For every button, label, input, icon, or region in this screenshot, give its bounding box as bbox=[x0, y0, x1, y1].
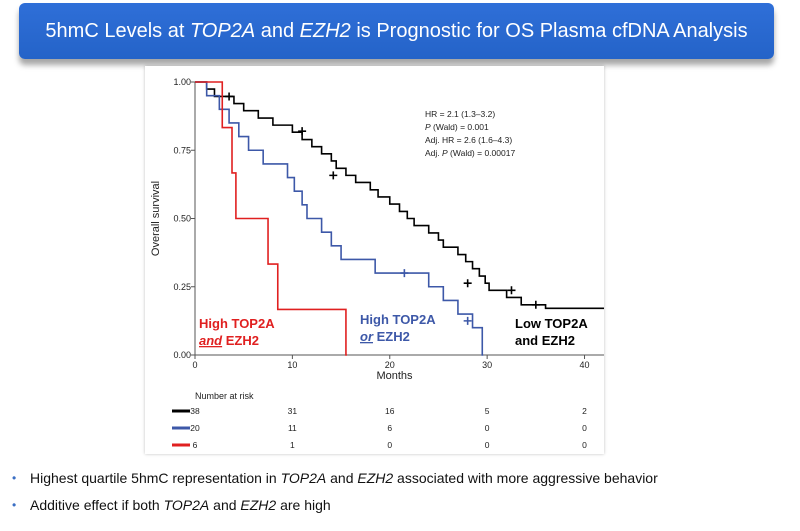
label-red-group-line-1: High TOP2A bbox=[199, 316, 275, 331]
risk-count: 6 bbox=[193, 440, 198, 450]
stat-line-2: P (Wald) = 0.001 bbox=[425, 122, 489, 132]
risk-count: 11 bbox=[288, 423, 297, 433]
stat-value: = 2.1 (1.3–3.2) bbox=[437, 109, 495, 119]
stat-value: = 2.6 (1.6–4.3) bbox=[454, 135, 512, 145]
risk-table-title: Number at risk bbox=[195, 391, 254, 401]
label-blue-group-line-2: or EZH2 bbox=[360, 329, 410, 344]
bullet-1-part-2: TOP2A bbox=[280, 470, 327, 486]
censor-mark bbox=[298, 127, 307, 136]
risk-count: 5 bbox=[485, 406, 490, 416]
risk-count: 0 bbox=[485, 423, 490, 433]
stat-value: (Wald) = 0.001 bbox=[431, 122, 489, 132]
label-blue-group-emphasis: or bbox=[360, 329, 374, 344]
title-gene-ezh2: EZH2 bbox=[299, 20, 351, 42]
bullet-1-part-5: associated with more aggressive behavior bbox=[393, 470, 658, 486]
title-gene-top2a: TOP2A bbox=[189, 20, 256, 42]
censor-mark bbox=[531, 300, 540, 309]
bullet-2-part-1: Additive effect if both bbox=[30, 497, 164, 513]
x-tick-label: 40 bbox=[580, 360, 590, 370]
bullet-2-part-2: TOP2A bbox=[163, 497, 210, 513]
stat-label: P bbox=[442, 148, 448, 158]
stat-line-3: Adj. HR = 2.6 (1.6–4.3) bbox=[425, 135, 512, 145]
bullet-1-part-4: EZH2 bbox=[357, 470, 394, 486]
title-part-1: 5hmC Levels at bbox=[45, 20, 190, 42]
bullet-list: Highest quartile 5hmC representation in … bbox=[12, 468, 792, 522]
risk-count: 2 bbox=[582, 406, 587, 416]
stat-line-1: HR = 2.1 (1.3–3.2) bbox=[425, 109, 495, 119]
y-tick-label: 0.75 bbox=[173, 145, 191, 155]
label-blue-group-line-1: High TOP2A bbox=[360, 312, 436, 327]
x-tick-label: 20 bbox=[385, 360, 395, 370]
y-tick-label: 0.25 bbox=[173, 282, 191, 292]
km-curve-1 bbox=[195, 81, 604, 310]
x-axis-title: Months bbox=[376, 370, 413, 382]
label-red-group-line-2: and EZH2 bbox=[199, 333, 259, 348]
y-tick-label: 0.50 bbox=[173, 214, 191, 224]
label-blue-group-rest: EZH2 bbox=[373, 329, 410, 344]
y-tick-label: 1.00 bbox=[173, 77, 191, 87]
censor-mark bbox=[507, 286, 516, 295]
risk-count: 1 bbox=[290, 440, 295, 450]
x-tick-label: 10 bbox=[287, 360, 297, 370]
slide-title: 5hmC Levels at TOP2A and EZH2 is Prognos… bbox=[19, 3, 774, 59]
bullet-1-part-1: Highest quartile 5hmC representation in bbox=[30, 470, 281, 486]
stat-label-prefix: Adj. bbox=[425, 148, 442, 158]
stat-label: HR bbox=[425, 109, 437, 119]
risk-count: 6 bbox=[387, 423, 392, 433]
risk-count: 16 bbox=[385, 406, 395, 416]
bullet-2-part-5: are high bbox=[276, 497, 331, 513]
label-black-group-line-2: and EZH2 bbox=[515, 333, 575, 348]
censor-mark bbox=[400, 269, 409, 278]
x-tick-label: 30 bbox=[482, 360, 492, 370]
risk-count: 20 bbox=[190, 423, 200, 433]
censor-mark bbox=[225, 92, 234, 101]
label-black-group-line-1: Low TOP2A bbox=[515, 316, 588, 331]
bullet-2: Additive effect if both TOP2A and EZH2 a… bbox=[12, 495, 792, 522]
title-part-3: and bbox=[255, 20, 300, 42]
km-curve-2 bbox=[195, 81, 484, 356]
label-red-group-rest: EZH2 bbox=[222, 333, 259, 348]
stat-label: P bbox=[425, 122, 431, 132]
stat-line-4: Adj. P (Wald) = 0.00017 bbox=[425, 148, 515, 158]
censor-mark bbox=[329, 171, 338, 180]
stat-label: Adj. HR bbox=[425, 135, 454, 145]
km-curve-3 bbox=[195, 81, 347, 356]
risk-count: 38 bbox=[190, 406, 200, 416]
y-tick-label: 0.00 bbox=[173, 350, 191, 360]
risk-count: 0 bbox=[582, 423, 587, 433]
stat-value: (Wald) = 0.00017 bbox=[448, 148, 516, 158]
bullet-1: Highest quartile 5hmC representation in … bbox=[12, 468, 792, 495]
label-red-group-emphasis: and bbox=[199, 333, 223, 348]
risk-count: 31 bbox=[288, 406, 298, 416]
risk-count: 0 bbox=[485, 440, 490, 450]
title-part-5: is Prognostic for OS Plasma cfDNA Analys… bbox=[350, 20, 748, 42]
bullet-1-part-3: and bbox=[326, 470, 358, 486]
risk-count: 0 bbox=[582, 440, 587, 450]
risk-count: 0 bbox=[387, 440, 392, 450]
y-axis-title: Overall survival bbox=[150, 181, 162, 256]
x-tick-label: 0 bbox=[192, 360, 197, 370]
bullet-2-part-4: EZH2 bbox=[240, 497, 277, 513]
km-figure: 0.00 0.25 0.50 0.75 1.00 0 10 20 30 40 Months Overa… bbox=[145, 66, 604, 454]
bullet-2-part-3: and bbox=[209, 497, 241, 513]
censor-mark bbox=[463, 279, 472, 288]
km-chart: 0.000.250.500.751.000 10 20 30 40MonthsOvera… bbox=[150, 77, 604, 450]
censor-mark bbox=[463, 316, 472, 325]
